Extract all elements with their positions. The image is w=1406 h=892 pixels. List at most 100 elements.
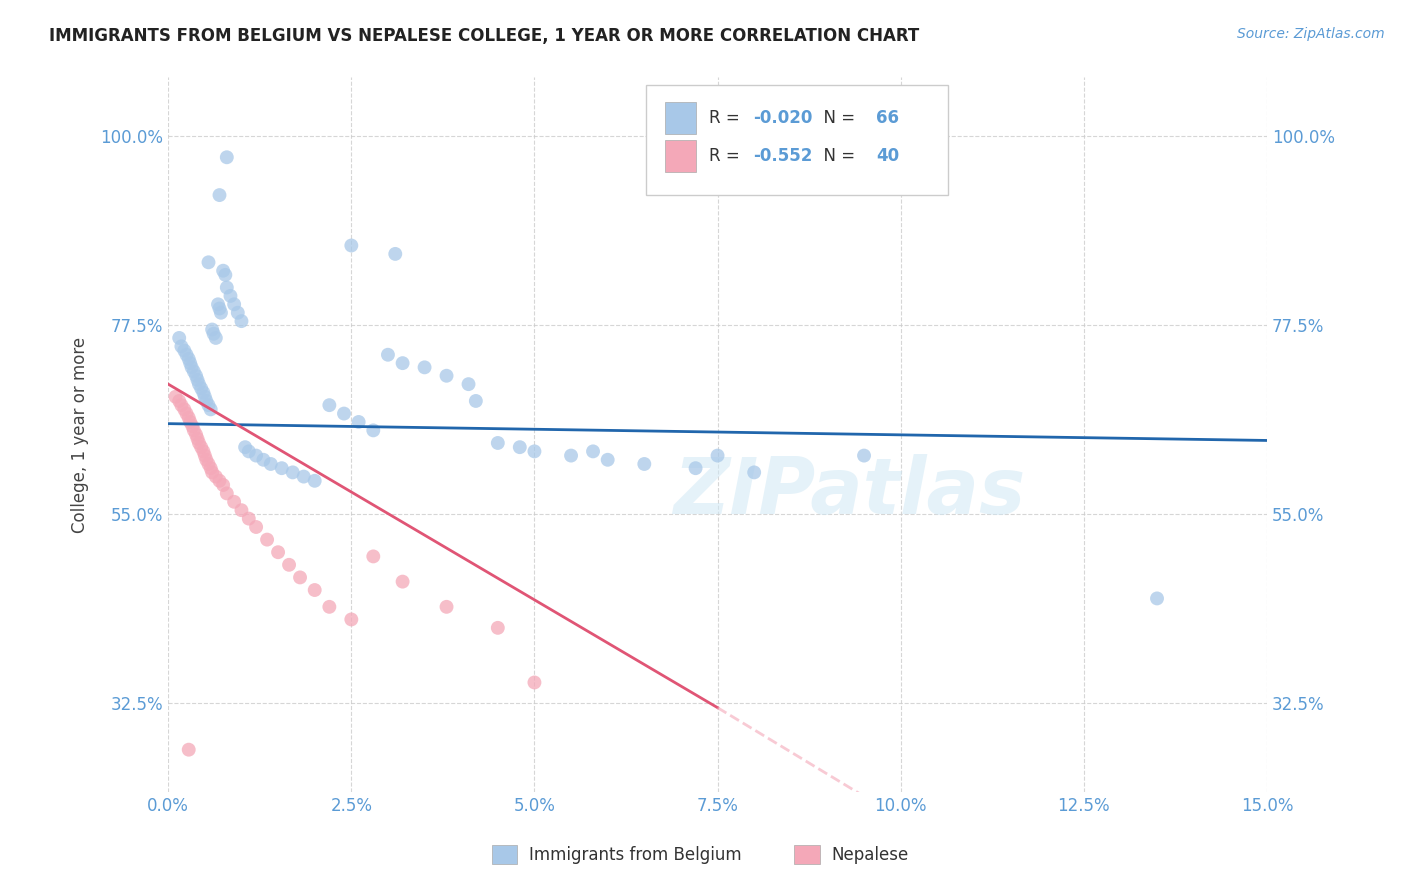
Point <box>190 440 212 454</box>
Point <box>215 486 238 500</box>
Text: Immigrants from Belgium: Immigrants from Belgium <box>529 846 741 863</box>
Point <box>177 410 200 425</box>
Point <box>195 452 218 467</box>
Point <box>377 348 399 362</box>
Point <box>197 457 219 471</box>
Point <box>288 570 311 584</box>
Point <box>436 368 458 383</box>
Point <box>560 449 582 463</box>
Point <box>509 440 531 454</box>
Point <box>363 423 385 437</box>
Text: 40: 40 <box>876 147 898 165</box>
Point <box>278 558 301 572</box>
Text: N =: N = <box>813 109 860 128</box>
Point <box>193 385 215 400</box>
FancyBboxPatch shape <box>647 85 948 195</box>
Point <box>363 549 385 564</box>
Point <box>523 444 546 458</box>
Point <box>183 365 205 379</box>
Point <box>340 238 363 252</box>
Point <box>231 314 253 328</box>
Point <box>201 322 224 336</box>
Point <box>215 280 238 294</box>
Point <box>194 390 217 404</box>
Point <box>179 356 201 370</box>
Text: 66: 66 <box>876 109 898 128</box>
Point <box>188 436 211 450</box>
Point <box>195 394 218 409</box>
Point <box>177 351 200 366</box>
Point <box>267 545 290 559</box>
Point <box>270 461 292 475</box>
Point <box>633 457 655 471</box>
Point <box>238 444 260 458</box>
Text: IMMIGRANTS FROM BELGIUM VS NEPALESE COLLEGE, 1 YEAR OR MORE CORRELATION CHART: IMMIGRANTS FROM BELGIUM VS NEPALESE COLL… <box>49 27 920 45</box>
Point <box>214 268 236 282</box>
Point <box>215 150 238 164</box>
Point <box>413 360 436 375</box>
Text: -0.020: -0.020 <box>752 109 813 128</box>
Point <box>184 427 207 442</box>
Point <box>167 331 190 345</box>
Point <box>224 297 246 311</box>
Point <box>209 306 232 320</box>
Point <box>238 511 260 525</box>
Point <box>391 356 413 370</box>
Point <box>391 574 413 589</box>
Point <box>170 339 193 353</box>
Point <box>186 432 208 446</box>
Point <box>256 533 278 547</box>
Text: Source: ZipAtlas.com: Source: ZipAtlas.com <box>1237 27 1385 41</box>
Point <box>706 449 728 463</box>
Point <box>742 466 765 480</box>
Point <box>260 457 283 471</box>
Point <box>208 188 231 202</box>
Point <box>176 407 198 421</box>
Point <box>179 415 201 429</box>
Point <box>304 474 326 488</box>
Point <box>177 742 200 756</box>
Point <box>197 255 219 269</box>
Text: R =: R = <box>709 109 745 128</box>
Point <box>190 381 212 395</box>
Point <box>281 466 304 480</box>
Point <box>347 415 370 429</box>
Point <box>233 440 256 454</box>
Point <box>173 343 195 358</box>
Point <box>212 478 235 492</box>
Point <box>205 469 228 483</box>
Point <box>208 301 231 316</box>
Point <box>167 394 190 409</box>
Point <box>200 402 222 417</box>
Point <box>1146 591 1168 606</box>
Point <box>318 599 340 614</box>
Point <box>685 461 707 475</box>
Point <box>181 419 204 434</box>
Point <box>304 582 326 597</box>
Text: Nepalese: Nepalese <box>831 846 908 863</box>
Point <box>176 348 198 362</box>
Point <box>183 423 205 437</box>
Point <box>212 263 235 277</box>
Point <box>853 449 876 463</box>
Point <box>200 461 222 475</box>
Point <box>486 621 509 635</box>
Bar <box>665 102 696 134</box>
Point <box>205 331 228 345</box>
Point <box>318 398 340 412</box>
Text: N =: N = <box>813 147 860 165</box>
Point <box>245 520 267 534</box>
Point <box>582 444 605 458</box>
Point <box>188 377 211 392</box>
Point <box>170 398 193 412</box>
Point <box>523 675 546 690</box>
Point <box>333 407 356 421</box>
Point <box>252 452 274 467</box>
Point <box>186 373 208 387</box>
Point <box>292 469 315 483</box>
Point <box>224 495 246 509</box>
Point <box>219 289 242 303</box>
Point <box>173 402 195 417</box>
Point <box>231 503 253 517</box>
Point <box>245 449 267 463</box>
